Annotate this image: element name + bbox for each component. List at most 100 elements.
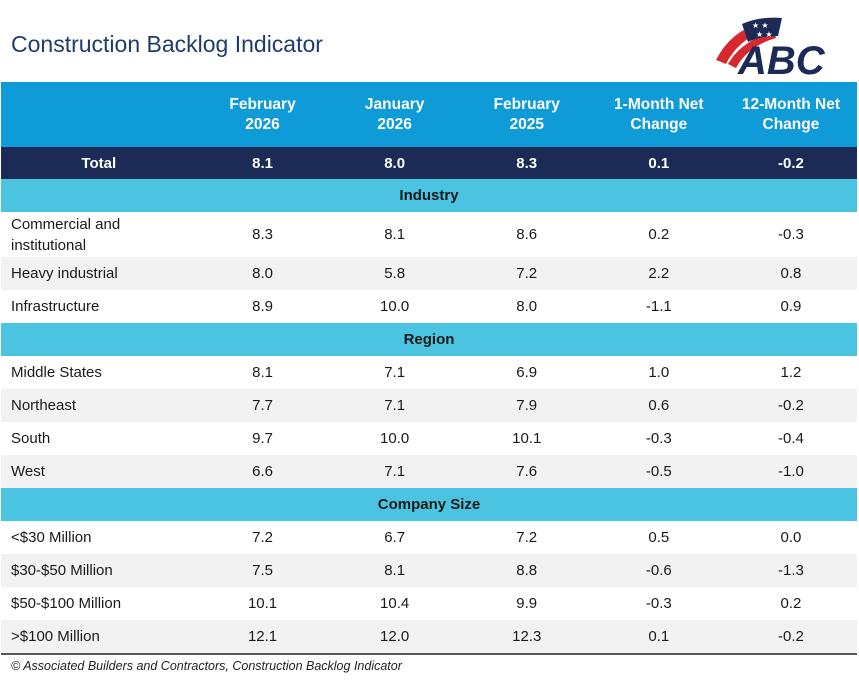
table-cell-value: -0.2 (724, 620, 857, 655)
table-cell-value: 10.0 (380, 298, 410, 315)
table-cell-value: 10.1 (512, 430, 542, 447)
table-cell-value: 9.7 (252, 430, 273, 447)
table-cell-value: 0.2 (648, 226, 670, 243)
table-cell-value: 6.9 (516, 364, 538, 381)
table-cell-value: 8.0 (328, 147, 461, 179)
page-title: Construction Backlog Indicator (11, 31, 323, 57)
col-header: February 2025 (460, 82, 593, 147)
svg-text:★ ★: ★ ★ (756, 30, 773, 39)
col-header: 1-Month Net Change (592, 82, 725, 147)
table-cell-value: 12.0 (328, 620, 461, 655)
table-cell-value: 8.1 (252, 364, 273, 381)
table-cell-value: -1.0 (724, 455, 857, 488)
table-cell-value: 0.1 (592, 147, 725, 179)
table-row: Commercial and institutional 8.3 8.1 8.6 0.2… (1, 212, 857, 257)
table-cell-value: 0.8 (724, 257, 857, 290)
table-cell-value: -0.6 (592, 554, 725, 587)
row-label: Total (1, 147, 197, 179)
row-label: South (11, 430, 51, 447)
col-header: January 2026 (328, 82, 461, 147)
table-cell-value: 8.0 (516, 298, 538, 315)
table-row: >$100 Million 12.1 12.0 12.3 0.1 -0.2 (1, 620, 857, 655)
table-cell-value: 12.1 (196, 620, 329, 655)
col-header: February 2026 (196, 82, 329, 147)
table-row: Middle States 8.1 7.1 6.9 1.0 1.2 (1, 356, 857, 389)
header-blank (1, 82, 197, 147)
row-label: Middle States (11, 364, 102, 381)
table-cell-value: 7.6 (460, 455, 593, 488)
section-title: Region (1, 323, 857, 356)
row-label: Northeast (1, 389, 197, 422)
table-row: Infrastructure 8.9 10.0 8.0 -1.1 0.9 (1, 290, 857, 323)
table-cell-value: -0.2 (724, 389, 857, 422)
section-header: Company Size (1, 488, 857, 521)
table-row: $30-$50 Million 7.5 8.1 8.8 -0.6 -1.3 (1, 554, 857, 587)
table-cell-value: -0.3 (778, 226, 804, 243)
table-cell-value: 0.9 (780, 298, 802, 315)
table-row: Northeast 7.7 7.1 7.9 0.6 -0.2 (1, 389, 857, 422)
row-label: Heavy industrial (1, 257, 197, 290)
table-cell-value: 7.2 (460, 257, 593, 290)
table-cell-value: 8.3 (460, 147, 593, 179)
section-title: Company Size (1, 488, 857, 521)
table-cell-value: 2.2 (592, 257, 725, 290)
table-cell-value: 12.3 (460, 620, 593, 655)
row-label: $50-$100 Million (11, 595, 122, 612)
table-cell-value: 8.1 (196, 147, 329, 179)
table-cell-value: 0.0 (780, 529, 802, 546)
table-cell-value: 6.7 (384, 529, 406, 546)
table-cell-value: -1.1 (645, 298, 672, 315)
row-label: Commercial and institutional (11, 215, 121, 254)
table-row: Heavy industrial 8.0 5.8 7.2 2.2 0.8 (1, 257, 857, 290)
table-cell-value: 7.9 (460, 389, 593, 422)
abc-logo: ★ ★ ★ ★ ABC (716, 17, 826, 80)
table-cell-value: 8.6 (516, 226, 538, 243)
row-label: >$100 Million (1, 620, 197, 655)
section-header: Region (1, 323, 857, 356)
table-cell-value: 10.4 (380, 595, 410, 612)
table-cell-value: 6.6 (196, 455, 329, 488)
table-cell-value: 7.5 (196, 554, 329, 587)
footer-source: © Associated Builders and Contractors, C… (11, 659, 402, 673)
header-row: February 2026 January 2026 February 2025 1-… (1, 82, 857, 147)
table-cell-value: 7.1 (328, 455, 461, 488)
table-cell-value: 7.2 (516, 529, 538, 546)
table-cell-value: 8.9 (252, 298, 273, 315)
table-cell-value: 8.8 (460, 554, 593, 587)
row-label: Infrastructure (11, 298, 100, 315)
table-cell-value: -0.4 (778, 430, 804, 447)
table-cell-value: 10.1 (247, 595, 278, 612)
total-row: Total 8.1 8.0 8.3 0.1 -0.2 (1, 147, 857, 179)
table-cell-value: 1.0 (648, 364, 670, 381)
table-cell-value: 7.1 (328, 389, 461, 422)
backlog-table: February 2026 January 2026 February 2025 1-… (1, 82, 857, 655)
table-cell-value: 1.2 (780, 364, 802, 381)
table-cell-value: 0.6 (592, 389, 725, 422)
table-row: West 6.6 7.1 7.6 -0.5 -1.0 (1, 455, 857, 488)
table-cell-value: 9.9 (516, 595, 538, 612)
table-row: <$30 Million 7.2 6.7 7.2 0.5 0.0 (1, 521, 857, 554)
table-cell-value: 5.8 (328, 257, 461, 290)
table-cell-value: -0.2 (724, 147, 857, 179)
table-row: $50-$100 Million 10.1 10.4 9.9 -0.3 0.2 (1, 587, 857, 620)
section-title: Industry (1, 179, 857, 212)
row-label: $30-$50 Million (1, 554, 197, 587)
table-cell-value: 10.0 (380, 430, 410, 447)
table-cell-value: 7.1 (384, 364, 406, 381)
table-cell-value: -1.3 (724, 554, 857, 587)
table-cell-value: 0.2 (780, 595, 802, 612)
table-cell-value: -0.3 (645, 430, 672, 447)
col-header: 12-Month Net Change (724, 82, 857, 147)
table-cell-value: 7.2 (252, 529, 273, 546)
table-cell-value: -0.3 (645, 595, 672, 612)
table-cell-value: 8.1 (328, 554, 461, 587)
table-cell-value: 0.1 (592, 620, 725, 655)
table-row: South 9.7 10.0 10.1 -0.3 -0.4 (1, 422, 857, 455)
svg-text:ABC: ABC (737, 39, 826, 80)
row-label: West (1, 455, 197, 488)
table-cell-value: -0.5 (592, 455, 725, 488)
svg-text:★ ★: ★ ★ (752, 21, 769, 30)
row-label: <$30 Million (11, 529, 92, 546)
table-cell-value: 8.0 (196, 257, 329, 290)
section-header: Industry (1, 179, 857, 212)
